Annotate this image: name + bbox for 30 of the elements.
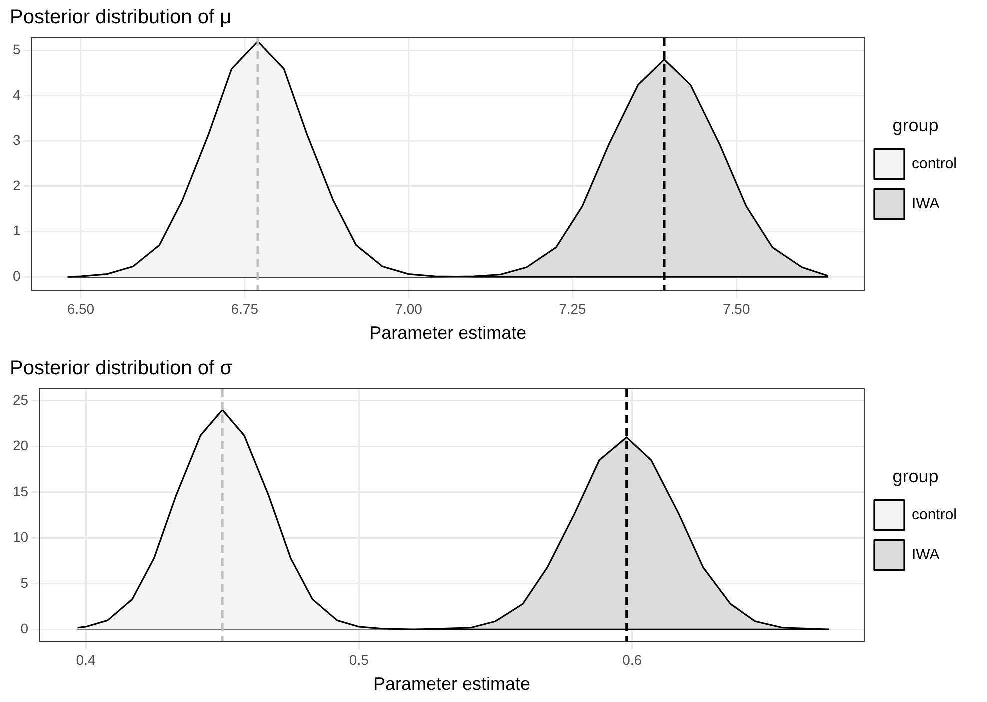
x-tick-label: 0.5 (349, 652, 370, 668)
y-tick-label: 5 (20, 574, 29, 591)
y-tick-label: 1 (12, 222, 21, 239)
legend-label: IWA (912, 546, 940, 564)
y-tick-label: 15 (12, 483, 29, 500)
legend-title: group (892, 116, 939, 136)
chart-title: Posterior distribution of σ (10, 358, 234, 380)
y-tick-label: 3 (12, 132, 21, 148)
x-tick-label: 7.25 (559, 300, 587, 317)
chart-title: Posterior distribution of μ (10, 6, 232, 29)
legend-label: control (912, 155, 958, 172)
legend-label: IWA (912, 195, 940, 212)
y-tick-label: 5 (12, 42, 21, 58)
legend-title: group (892, 466, 939, 487)
y-tick-label: 25 (12, 392, 29, 408)
x-tick-label: 0.4 (76, 652, 96, 668)
y-tick-label: 10 (12, 529, 29, 546)
x-tick-label: 6.75 (231, 300, 259, 317)
y-tick-label: 4 (12, 86, 21, 103)
x-axis-title: Parameter estimate (373, 674, 531, 694)
y-tick-label: 20 (12, 438, 29, 454)
x-axis-title: Parameter estimate (370, 323, 527, 344)
y-tick-label: 0 (20, 620, 29, 637)
x-tick-label: 0.6 (622, 652, 642, 668)
y-tick-label: 0 (12, 268, 21, 284)
x-tick-label: 7.50 (723, 300, 750, 317)
x-tick-label: 6.50 (67, 300, 95, 317)
x-tick-label: 7.00 (395, 300, 423, 317)
legend-label: control (912, 506, 958, 524)
y-tick-label: 2 (12, 177, 21, 194)
